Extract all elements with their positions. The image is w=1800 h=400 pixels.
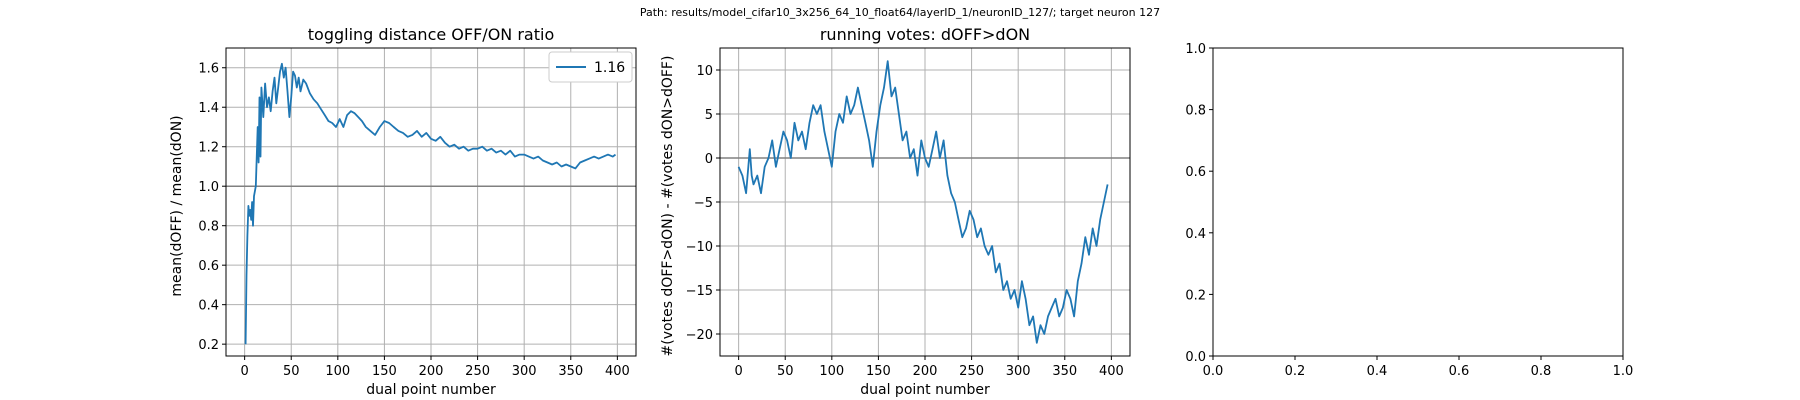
panel-ratio: toggling distance OFF/ON ratio dual poin… bbox=[169, 25, 637, 398]
x-tick-label: 50 bbox=[283, 364, 300, 379]
figure-suptitle: Path: results/model_cifar10_3x256_64_10_… bbox=[640, 6, 1160, 19]
y-tick-label: 0.4 bbox=[1185, 227, 1206, 242]
y-tick-label: 0.8 bbox=[1185, 104, 1206, 119]
x-tick-label: 200 bbox=[913, 364, 938, 379]
x-tick-label: 0.4 bbox=[1367, 364, 1388, 379]
y-tick-label: 1.0 bbox=[1185, 42, 1206, 57]
y-tick-label: −15 bbox=[686, 284, 713, 299]
x-tick-label: 0.2 bbox=[1285, 364, 1306, 379]
panel-votes: running votes: dOFF>dON dual point numbe… bbox=[660, 25, 1131, 398]
x-tick-label: 150 bbox=[866, 364, 891, 379]
panel-votes-xlabel: dual point number bbox=[860, 382, 990, 398]
y-tick-label: −20 bbox=[686, 328, 713, 343]
y-tick-label: 1.0 bbox=[198, 180, 219, 195]
panel-ratio-ylabel: mean(dOFF) / mean(dON) bbox=[169, 115, 185, 296]
y-tick-label: −5 bbox=[694, 196, 713, 211]
x-tick-label: 1.0 bbox=[1613, 364, 1634, 379]
y-tick-label: 0.2 bbox=[1185, 288, 1206, 303]
y-tick-label: 1.4 bbox=[198, 101, 219, 116]
axes-frame bbox=[1212, 47, 1624, 357]
x-tick-label: 250 bbox=[465, 364, 490, 379]
panel-votes-axes: 0 50 100 150 200 250 300 350 400 −20 −15 −10 −5 0 5 10 bbox=[686, 47, 1131, 379]
y-tick-label: 1.2 bbox=[198, 141, 219, 156]
panel-ratio-xlabel: dual point number bbox=[366, 382, 496, 398]
y-tick-label: −10 bbox=[686, 240, 713, 255]
panel-ratio-series bbox=[244, 62, 617, 345]
y-tick-label: 0.2 bbox=[198, 338, 219, 353]
series-line bbox=[244, 62, 617, 345]
panel-empty: 0.0 0.2 0.4 0.6 0.8 1.0 0.0 0.2 0.4 0.6 0.8 1.0 bbox=[1185, 42, 1633, 379]
panel-votes-grid bbox=[720, 48, 1130, 356]
x-tick-label: 100 bbox=[325, 364, 350, 379]
panel-votes-title: running votes: dOFF>dON bbox=[820, 25, 1030, 44]
y-tick-label: 1.6 bbox=[198, 62, 219, 77]
x-tick-label: 300 bbox=[1006, 364, 1031, 379]
y-tick-label: 0.6 bbox=[1185, 165, 1206, 180]
panel-votes-ylabel: #(votes dOFF>dON) - #(votes dON>dOFF) bbox=[660, 56, 676, 357]
panel-empty-axes: 0.0 0.2 0.4 0.6 0.8 1.0 0.0 0.2 0.4 0.6 0.8 1.0 bbox=[1185, 42, 1633, 379]
x-tick-label: 0.8 bbox=[1531, 364, 1552, 379]
x-tick-label: 300 bbox=[512, 364, 537, 379]
series-line bbox=[737, 60, 1109, 344]
x-tick-label: 50 bbox=[777, 364, 794, 379]
legend-box bbox=[548, 51, 633, 83]
x-tick-label: 350 bbox=[558, 364, 583, 379]
y-tick-label: 5 bbox=[705, 108, 713, 123]
legend-label: 1.16 bbox=[594, 60, 625, 76]
x-tick-label: 0 bbox=[240, 364, 248, 379]
y-tick-label: 0 bbox=[705, 152, 713, 167]
x-tick-label: 200 bbox=[419, 364, 444, 379]
y-tick-label: 0.6 bbox=[198, 259, 219, 274]
y-tick-label: 0.4 bbox=[198, 299, 219, 314]
panel-ratio-axes: 0 50 100 150 200 250 300 350 400 0.2 0.4 0.6 0.8 1.0 1… bbox=[198, 47, 637, 379]
x-tick-label: 250 bbox=[959, 364, 984, 379]
x-tick-label: 400 bbox=[605, 364, 630, 379]
panel-ratio-title: toggling distance OFF/ON ratio bbox=[308, 25, 554, 44]
x-tick-label: 150 bbox=[372, 364, 397, 379]
x-tick-label: 350 bbox=[1052, 364, 1077, 379]
x-tick-label: 100 bbox=[819, 364, 844, 379]
y-tick-label: 0.0 bbox=[1185, 350, 1206, 365]
y-tick-label: 10 bbox=[696, 64, 713, 79]
x-tick-label: 0.0 bbox=[1203, 364, 1224, 379]
x-tick-label: 0 bbox=[734, 364, 742, 379]
x-tick-label: 400 bbox=[1099, 364, 1124, 379]
panel-votes-series bbox=[737, 60, 1109, 344]
x-tick-label: 0.6 bbox=[1449, 364, 1470, 379]
y-tick-label: 0.8 bbox=[198, 220, 219, 235]
panel-ratio-legend: 1.16 bbox=[548, 51, 633, 83]
